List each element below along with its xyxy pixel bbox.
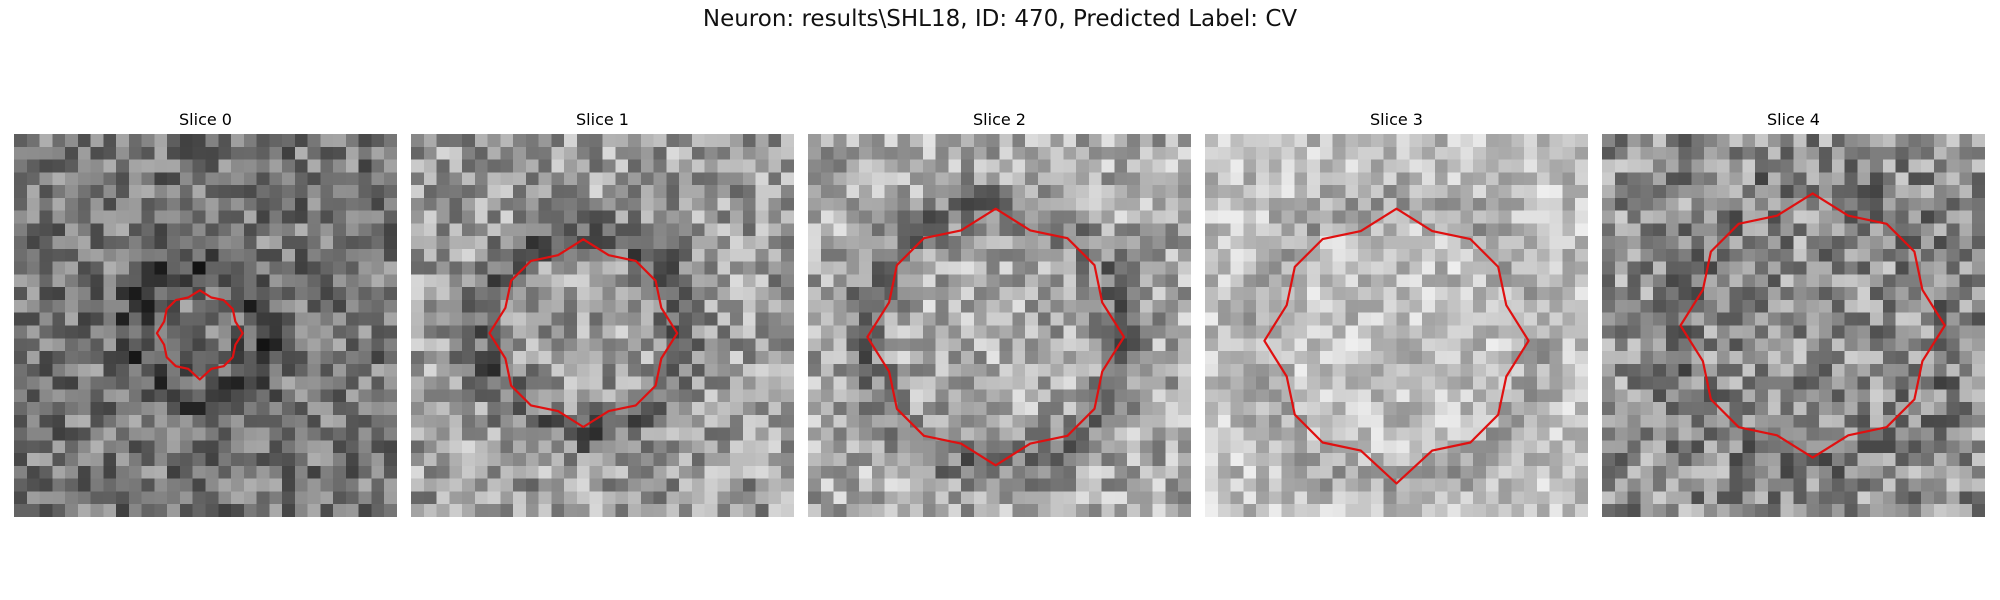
slice-panel-4: Slice 4 (1602, 106, 1985, 517)
slice-title-4: Slice 4 (1767, 110, 1820, 129)
neuron-outline (488, 238, 679, 429)
pixel-grid (411, 134, 794, 517)
pixel-grid (14, 134, 397, 517)
slice-title-2: Slice 2 (973, 110, 1026, 129)
slice-panel-1: Slice 1 (411, 106, 794, 517)
slice-image-4 (1602, 134, 1985, 517)
pixel-grid (1205, 134, 1588, 517)
slice-image-1 (411, 134, 794, 517)
slice-panel-0: Slice 0 (14, 106, 397, 517)
neuron-outline (1263, 207, 1530, 485)
slice-image-0 (14, 134, 397, 517)
slice-title-0: Slice 0 (179, 110, 232, 129)
neuron-outline (1679, 192, 1946, 459)
figure-title: Neuron: results\SHL18, ID: 470, Predicte… (702, 6, 1298, 32)
pixel-grid (1602, 134, 1985, 517)
slice-panel-2: Slice 2 (808, 106, 1191, 517)
neuron-outline (155, 289, 244, 381)
neuron-outline (866, 207, 1126, 467)
slice-title-3: Slice 3 (1370, 110, 1423, 129)
slice-image-2 (808, 134, 1191, 517)
slice-panel-3: Slice 3 (1205, 106, 1588, 517)
pixel-grid (808, 134, 1191, 517)
slice-title-1: Slice 1 (576, 110, 629, 129)
slice-image-3 (1205, 134, 1588, 517)
